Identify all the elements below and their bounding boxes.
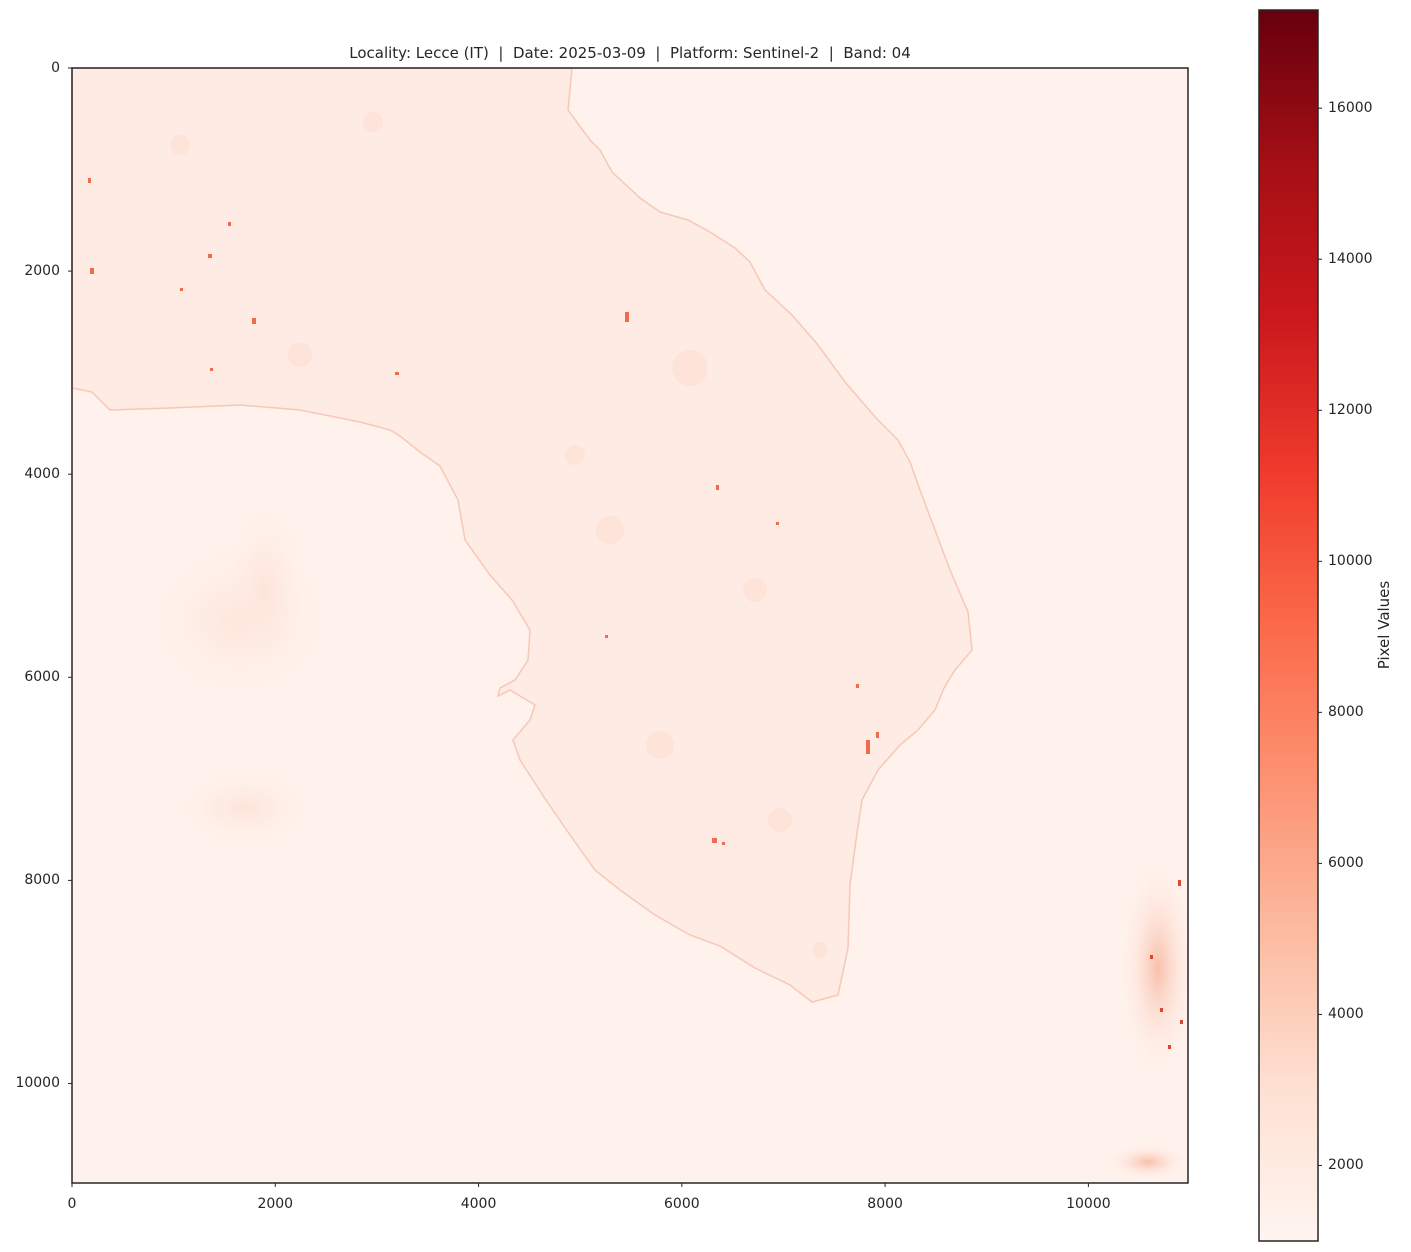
x-tick-label: 2000	[257, 1196, 294, 1212]
x-tick-label: 4000	[460, 1196, 497, 1212]
colorbar	[1258, 9, 1319, 1242]
colorbar-tick-label: 10000	[1328, 553, 1373, 570]
y-axis-ticks	[68, 67, 72, 1084]
x-tick-label: 0	[67, 1196, 77, 1212]
land-texture	[170, 112, 828, 958]
y-tick-label: 4000	[24, 466, 60, 483]
colorbar-tick-label: 2000	[1328, 1157, 1364, 1174]
colorbar-tick-label: 16000	[1328, 100, 1373, 117]
x-tick-label: 10000	[1066, 1196, 1111, 1212]
colorbar-tick-label: 14000	[1328, 251, 1373, 268]
y-tick-label: 6000	[24, 669, 60, 686]
axes-frame	[71, 67, 1189, 1184]
colorbar-label: Pixel Values	[1375, 580, 1393, 670]
x-tick-label: 8000	[867, 1196, 903, 1212]
colorbar-tick-label: 8000	[1328, 704, 1364, 721]
colorbar-tick-label: 12000	[1328, 402, 1373, 419]
sea-patterns	[145, 500, 1196, 1180]
x-axis-ticks	[71, 1183, 1089, 1187]
y-tick-label: 2000	[24, 263, 60, 280]
colorbar-ticks	[1318, 107, 1322, 1166]
landmass	[71, 67, 973, 1003]
x-tick-label: 6000	[664, 1196, 700, 1212]
colorbar-tick-label: 4000	[1328, 1006, 1364, 1023]
bright-pixels	[88, 178, 879, 845]
map-title: Locality: Lecce (IT) | Date: 2025-03-09 …	[349, 44, 911, 62]
colorbar-tick-label: 6000	[1328, 855, 1364, 872]
y-tick-label: 0	[51, 60, 60, 76]
y-tick-label: 8000	[24, 872, 60, 889]
y-tick-label: 10000	[15, 1075, 60, 1092]
